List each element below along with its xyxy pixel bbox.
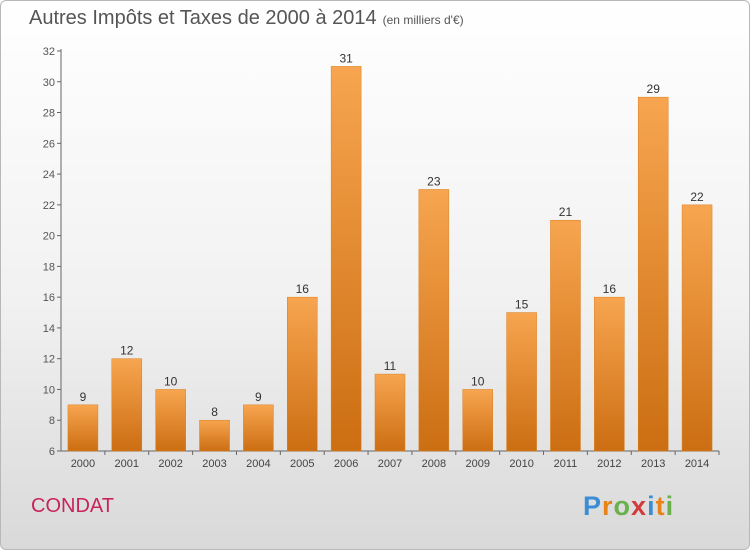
y-tick-label: 32 [43,46,55,58]
bar-2004 [243,404,274,452]
y-tick-label: 6 [49,446,55,458]
y-tick-label: 16 [43,292,55,304]
x-tick-label: 2005 [290,458,314,470]
bar-2011 [550,219,581,452]
data-label-2001: 12 [120,344,134,358]
x-tick-label: 2002 [158,458,182,470]
data-label-2010: 15 [515,298,529,312]
data-label-2011: 21 [559,205,573,219]
x-tick-label: 2013 [641,458,665,470]
bar-2007 [374,373,406,452]
data-label-2013: 29 [647,82,661,96]
bar-2009 [462,389,493,452]
x-tick-label: 2000 [71,458,95,470]
bar-2001 [111,358,143,452]
y-tick-label: 8 [49,415,55,427]
x-axis: 2000 2001 2002 2003 2004 2005 2006 2007 2008 2009… [61,450,720,470]
bars [67,66,713,452]
chart-unit: (en milliers d'€) [382,13,464,27]
logo-letter: r [602,491,614,521]
bar-2003 [199,419,230,452]
chart-title: Autres Impôts et Taxes de 2000 à 2014 [29,7,377,29]
data-label-2007: 11 [384,359,397,373]
data-label-2005: 16 [296,282,310,296]
logo-letter: i [647,491,656,521]
y-tick-label: 26 [43,138,55,150]
bar-2008 [418,189,450,452]
logo-letter: t [655,491,666,521]
x-tick-label: 2001 [115,458,139,470]
x-tick-label: 2003 [202,458,226,470]
x-tick-label: 2014 [685,458,709,470]
data-label-2002: 10 [164,374,178,388]
y-tick-label: 14 [43,323,55,335]
y-tick-label: 28 [43,108,55,120]
y-tick-label: 24 [43,169,55,181]
bar-2014 [681,204,713,452]
data-label-2012: 16 [603,282,617,296]
data-label-2009: 10 [471,374,485,388]
bar-2000 [67,404,99,452]
bar-2013 [637,96,669,452]
bar-2005 [287,296,318,452]
data-label-2014: 22 [690,190,704,204]
chart-title-block: Autres Impôts et Taxes de 2000 à 2014 (en… [29,7,464,30]
proxiti-logo[interactable]: Proxiti [583,491,674,522]
data-label-2008: 23 [427,174,441,188]
y-tick-label: 18 [43,261,55,273]
y-axis: 6 8 10 12 14 16 18 20 22 24 26 28 30 32 [43,46,62,458]
bar-2010 [506,312,537,452]
data-label-2003: 8 [211,405,218,419]
y-tick-label: 20 [43,231,55,243]
data-label-2000: 9 [80,390,87,404]
y-tick-label: 12 [43,354,55,366]
logo-letter: i [665,491,675,521]
y-tick-label: 10 [43,384,55,396]
x-tick-label: 2010 [509,458,533,470]
x-tick-label: 2012 [597,458,621,470]
bar-2006 [330,66,362,452]
data-labels: 9 12 10 8 9 16 31 11 23 10 15 21 16 29 22 [80,51,704,419]
bar-2002 [155,389,186,452]
x-tick-label: 2011 [554,458,578,470]
x-tick-label: 2007 [378,458,402,470]
data-label-2006: 31 [339,51,353,65]
x-tick-label: 2006 [334,458,358,470]
bar-2012 [594,296,625,452]
x-tick-label: 2009 [465,458,489,470]
x-tick-label: 2004 [246,458,270,470]
commune-name: CONDAT [31,495,114,517]
logo-letter: P [583,491,603,521]
y-tick-label: 22 [43,200,55,212]
y-tick-label: 30 [43,77,55,89]
logo-letter: o [613,491,632,521]
x-tick-label: 2008 [422,458,446,470]
logo-letter: x [631,491,648,521]
data-label-2004: 9 [255,390,262,404]
